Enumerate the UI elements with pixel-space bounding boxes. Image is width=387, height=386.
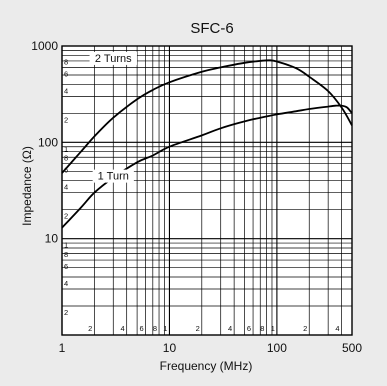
- x-minor-tick-label: 4: [228, 324, 232, 333]
- y-minor-tick-label: 2: [64, 115, 68, 124]
- x-axis-label: Frequency (MHz): [160, 359, 253, 373]
- x-tick-label: 10: [163, 341, 177, 355]
- y-axis-label: Impedance (Ω): [20, 146, 34, 226]
- y-minor-tick-label: 8: [64, 154, 68, 163]
- y-minor-tick-label: 2: [64, 308, 68, 317]
- chart-title: SFC-6: [190, 20, 233, 37]
- y-minor-tick-label: 2: [64, 212, 68, 221]
- series-line-two-turns: [61, 59, 353, 174]
- plot-area: [62, 46, 352, 335]
- grid: [61, 46, 353, 336]
- y-tick-label: 1000: [31, 39, 58, 53]
- y-minor-tick-label: 4: [64, 183, 68, 192]
- series-layer: 2 Turns 1 Turn: [61, 51, 353, 229]
- x-minor-tick-label: 8: [153, 324, 157, 333]
- y-tick-label: 100: [38, 135, 58, 149]
- y-minor-tick-label: 6: [64, 166, 68, 175]
- x-minor-tick-label: 1: [271, 324, 275, 333]
- x-minor-tick-label: 6: [139, 324, 143, 333]
- y-minor-tick-label: 1: [64, 241, 68, 250]
- plot-frame: [61, 45, 353, 336]
- x-minor-tick-label: 6: [247, 324, 251, 333]
- x-tick-label: 500: [342, 341, 362, 355]
- y-tick-label: 10: [45, 232, 59, 246]
- x-minor-tick-label: 1: [163, 324, 167, 333]
- y-minor-tick-label: 6: [64, 69, 68, 78]
- x-minor-tick-label: 8: [260, 324, 264, 333]
- series-label-background: [89, 51, 137, 65]
- x-tick-label: 100: [267, 341, 287, 355]
- x-minor-tick-label: 4: [335, 324, 339, 333]
- series-label: 1 Turn: [98, 171, 129, 183]
- x-minor-tick-label: 4: [121, 324, 125, 333]
- series-label-background: [92, 169, 134, 183]
- x-minor-tick-label: 2: [303, 324, 307, 333]
- y-minor-tick-label: 8: [64, 250, 68, 259]
- y-minor-tick-label: 4: [64, 86, 68, 95]
- y-minor-tick-label: 6: [64, 262, 68, 271]
- x-minor-tick-label: 2: [196, 324, 200, 333]
- series-label: 2 Turns: [95, 53, 132, 65]
- x-tick-label: 1: [59, 341, 66, 355]
- y-minor-tick-label: 8: [64, 57, 68, 66]
- y-minor-tick-label: 4: [64, 279, 68, 288]
- x-minor-tick-label: 2: [88, 324, 92, 333]
- y-minor-tick-label: 1: [64, 144, 68, 153]
